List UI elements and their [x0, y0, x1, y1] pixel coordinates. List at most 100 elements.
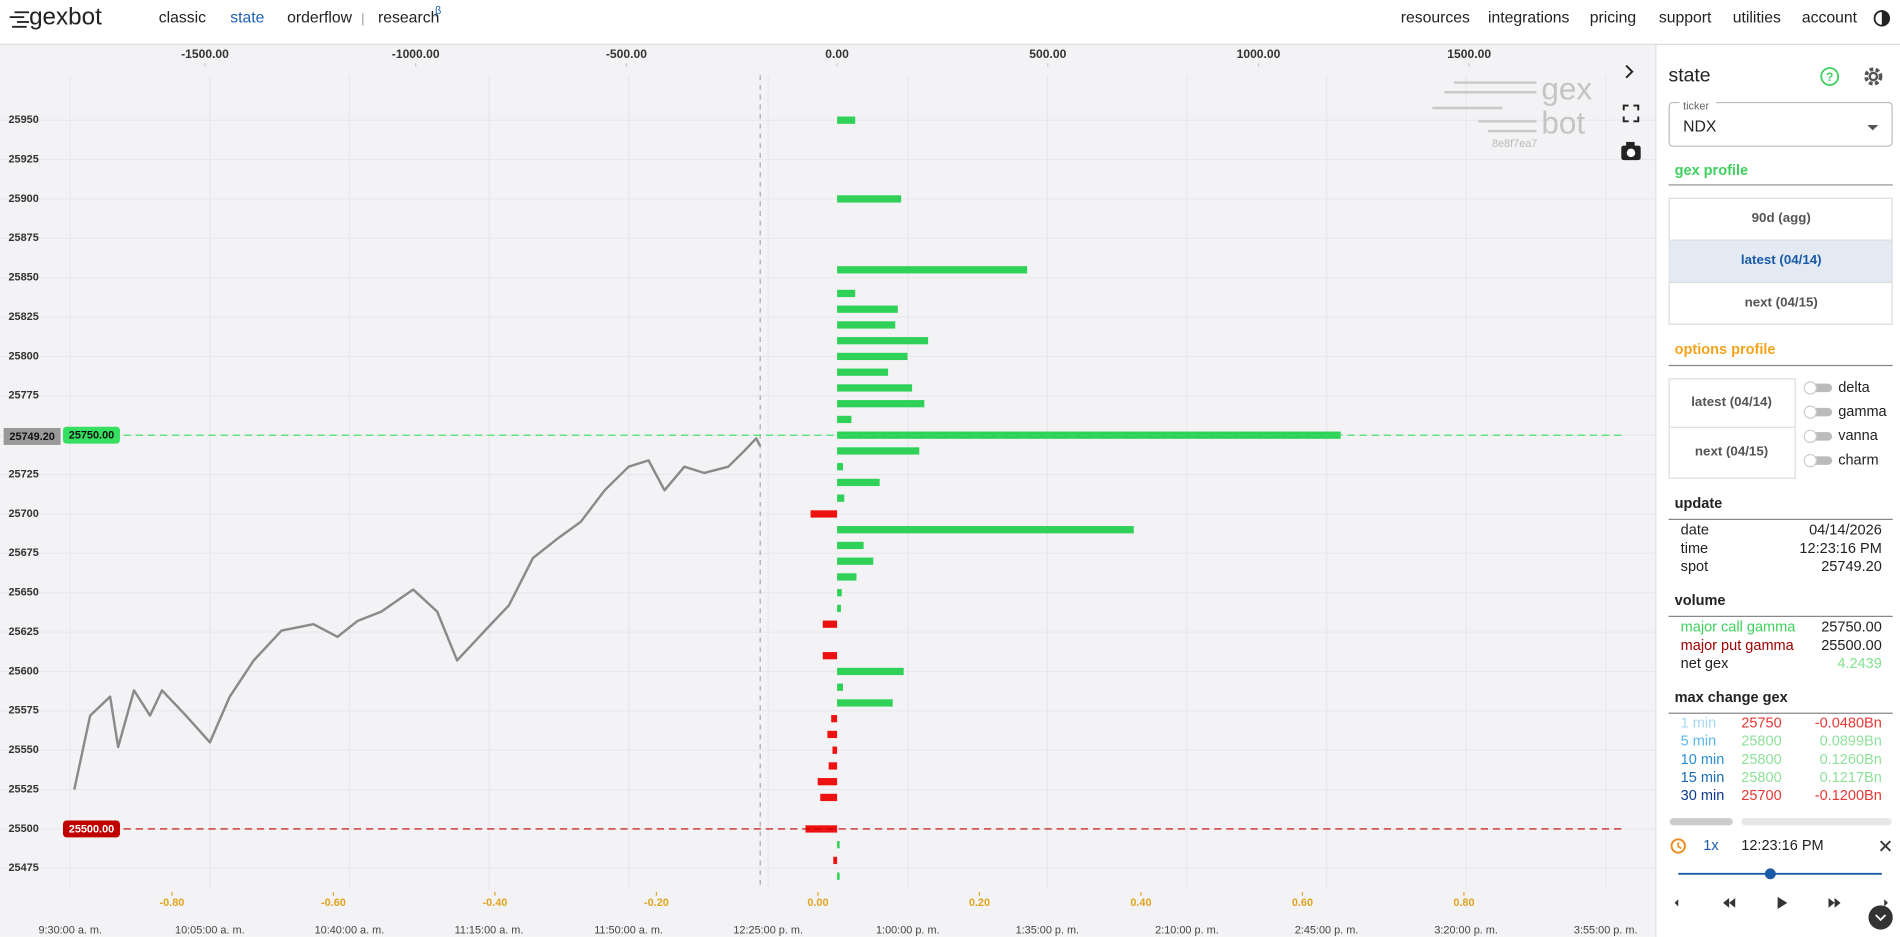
x2-tick-label: 9:30:00 a. m. [38, 925, 102, 937]
y-tick-label: 25800 [8, 350, 38, 362]
x3-tick-label: 0.00 [807, 897, 828, 909]
profile-button[interactable]: 90d (agg) [1752, 210, 1811, 225]
sidebar: state ? ticker NDX gex profile 90d (agg)… [1656, 65, 1900, 937]
wall-label: 25750.00 [69, 430, 114, 442]
screenshot-button[interactable] [1621, 141, 1641, 161]
toggle-label[interactable]: delta [1838, 380, 1870, 396]
nav-link-active[interactable]: state [230, 9, 264, 26]
gex-bar [837, 872, 840, 880]
history-button[interactable] [1670, 838, 1686, 854]
watermark: gex bot 8e8f7ea7 [1432, 70, 1592, 150]
interval: 15 min [1681, 770, 1725, 786]
nav-link[interactable]: support [1659, 9, 1712, 26]
logo[interactable]: gexbot [9, 4, 102, 31]
nav-link[interactable]: pricing [1590, 9, 1636, 26]
info-label: spot [1681, 559, 1708, 575]
gex-bar [837, 699, 893, 707]
nav-link[interactable]: integrations [1488, 9, 1570, 26]
x-tick-label: 500.00 [1029, 47, 1066, 61]
gex-bar [837, 289, 856, 298]
gex-bar [837, 683, 843, 691]
step-forward[interactable] [1884, 899, 1888, 907]
speed-button[interactable]: 1x [1703, 838, 1719, 854]
options-button[interactable]: next (04/15) [1695, 444, 1768, 459]
fast-forward[interactable] [1828, 898, 1841, 908]
nav-link[interactable]: orderflow [287, 9, 352, 26]
x2-tick-label: 3:20:00 p. m. [1434, 925, 1498, 937]
wall-label: 25500.00 [69, 823, 114, 835]
logo-text[interactable]: gexbot [29, 4, 102, 31]
gex-bar [837, 667, 904, 676]
profile-button[interactable]: next (04/15) [1745, 295, 1818, 310]
fullscreen-button[interactable] [1622, 104, 1640, 123]
y-tick-label: 25500 [8, 823, 38, 835]
change: -0.1200Bn [1815, 788, 1882, 804]
interval: 30 min [1681, 788, 1725, 804]
gex-bar [837, 431, 1341, 439]
gex-bar [837, 305, 898, 313]
options-button[interactable]: latest (04/14) [1691, 394, 1772, 409]
gex-bar [837, 841, 840, 849]
rewind[interactable] [1723, 898, 1736, 908]
close-button[interactable] [1879, 840, 1891, 852]
toggle-knob[interactable] [1803, 429, 1817, 444]
info-label: major put gamma [1681, 638, 1795, 654]
nav-link[interactable]: research [378, 9, 439, 26]
toggle-label[interactable]: vanna [1838, 428, 1879, 444]
y-tick-label: 25850 [8, 272, 38, 284]
wall-label-box [63, 426, 120, 444]
change: 0.1260Bn [1820, 752, 1882, 768]
x2-tick-label: 1:00:00 p. m. [876, 925, 940, 937]
x2-tick-label: 11:50:00 a. m. [594, 925, 663, 937]
y-tick-label: 25700 [8, 508, 38, 520]
gex-bar [837, 415, 852, 424]
toggle-knob[interactable] [1803, 405, 1817, 419]
profile-button-active[interactable]: latest (04/14) [1741, 252, 1822, 267]
y-tick-label: 25950 [8, 114, 38, 126]
toggle-label[interactable]: charm [1838, 452, 1878, 468]
collapse-button[interactable] [1625, 64, 1634, 79]
x-tick-label: 1500.00 [1447, 47, 1491, 61]
nav-link[interactable]: utilities [1733, 9, 1781, 26]
toggle-label[interactable]: gamma [1838, 404, 1887, 420]
gex-bar [837, 447, 920, 455]
plot-background [0, 44, 1656, 937]
gex-bar [828, 762, 838, 770]
strike: 25800 [1741, 734, 1781, 750]
settings-button[interactable] [1864, 67, 1883, 86]
y-tick-label: 25675 [8, 547, 38, 559]
y-tick-label: 25875 [8, 232, 38, 244]
ticker-value[interactable]: NDX [1683, 119, 1717, 136]
step-back[interactable] [1674, 899, 1679, 907]
x2-tick-label: 1:35:00 p. m. [1016, 925, 1080, 937]
y-tick-label: 25475 [8, 862, 38, 874]
y-tick-label: 25900 [8, 193, 38, 205]
nav-link[interactable]: account [1802, 9, 1858, 26]
gex-bar [820, 793, 838, 802]
theme-toggle[interactable] [1873, 10, 1891, 27]
info-value: 12:23:16 PM [1799, 541, 1881, 557]
slider-knob[interactable] [1764, 868, 1776, 880]
toggle-knob[interactable] [1803, 453, 1817, 468]
gex-bar [837, 337, 929, 345]
section-title: gex profile [1675, 163, 1748, 179]
gex-bar [810, 510, 838, 518]
scroll-down[interactable] [1868, 905, 1893, 930]
section-title: options profile [1675, 342, 1776, 358]
info-label: date [1681, 523, 1709, 539]
nav-link[interactable]: classic [159, 9, 206, 26]
ticker-select[interactable]: ticker NDX [1668, 99, 1893, 147]
gex-bar [827, 730, 838, 739]
play[interactable] [1777, 896, 1788, 909]
gex-bar [837, 400, 925, 408]
interval: 10 min [1681, 752, 1725, 768]
help-button[interactable]: ? [1820, 67, 1840, 86]
gex-bar [837, 116, 856, 124]
spot-box [3, 427, 61, 445]
toggle-knob[interactable] [1803, 381, 1817, 395]
strike: 25800 [1741, 752, 1781, 768]
nav-link[interactable]: resources [1401, 9, 1470, 26]
nav-sup: β [435, 5, 441, 17]
x-tick-label: -500.00 [606, 47, 647, 61]
